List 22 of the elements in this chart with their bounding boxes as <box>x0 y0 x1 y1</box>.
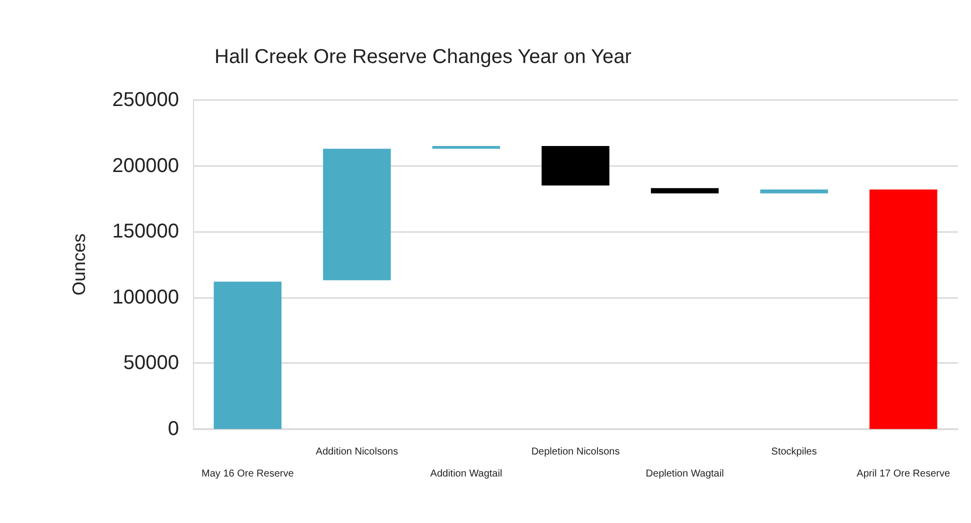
x-tick-label: Addition Nicolsons <box>316 446 398 458</box>
bar <box>650 188 719 194</box>
x-tick-label: Depletion Wagtail <box>646 468 724 480</box>
x-tick-label: Stockpiles <box>771 446 817 458</box>
y-axis-title: Ounces <box>69 233 89 296</box>
y-tick-label: 200000 <box>112 154 179 177</box>
bar <box>214 282 282 429</box>
x-tick-label: Depletion Nicolsons <box>531 446 620 458</box>
x-tick-label: Addition Wagtail <box>430 468 502 480</box>
bar <box>432 146 500 149</box>
bar <box>869 189 938 429</box>
bar <box>323 148 391 280</box>
x-tick-label: May 16 Ore Reserve <box>202 468 294 480</box>
bar <box>760 189 828 194</box>
y-tick-label: 100000 <box>112 286 179 308</box>
y-tick-label: 250000 <box>112 89 179 111</box>
x-tick-label: April 17 Ore Reserve <box>856 468 950 480</box>
y-tick-label: 150000 <box>112 220 179 243</box>
y-tick-label: 50000 <box>123 352 179 374</box>
bar <box>542 146 610 186</box>
y-tick-label: 0 <box>168 418 179 440</box>
chart-title: Hall Creek Ore Reserve Changes Year on Year <box>214 46 632 68</box>
